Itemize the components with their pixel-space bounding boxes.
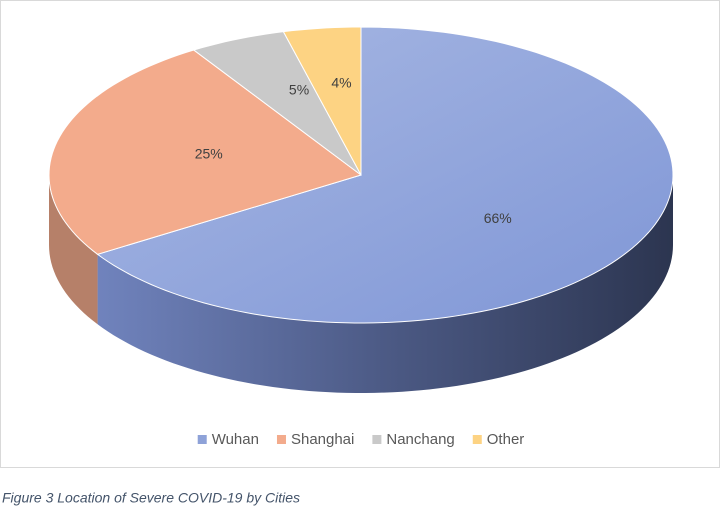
legend-swatch: [372, 435, 382, 444]
legend-item: Shanghai: [276, 431, 354, 448]
slice: [192, 31, 362, 176]
legend-label: Wuhan: [212, 431, 259, 448]
data-label: 66%: [484, 210, 512, 226]
legend: Wuhan Shanghai Nanchang Other: [197, 431, 525, 448]
data-label: 5%: [289, 81, 309, 97]
legend-label: Shanghai: [291, 431, 354, 448]
legend-swatch: [276, 435, 286, 444]
data-label: 4%: [331, 75, 351, 91]
slice: [48, 49, 363, 255]
legend-label: Nanchang: [386, 431, 454, 448]
slice: [282, 26, 362, 176]
legend-item: Nanchang: [372, 431, 455, 448]
caption: Figure 3 Location of Severe COVID-19 by …: [2, 490, 300, 506]
legend-swatch: [472, 435, 482, 444]
data-label: 25%: [195, 146, 223, 162]
pie: 66% 25% 5% 4%: [48, 26, 674, 393]
slice: [96, 26, 674, 324]
legend-swatch: [197, 435, 207, 444]
slice-side: [97, 175, 673, 393]
legend-item: Wuhan: [197, 431, 259, 448]
legend-item: Other: [472, 431, 525, 448]
legend-label: Other: [487, 431, 525, 448]
slice-side: [49, 175, 98, 325]
